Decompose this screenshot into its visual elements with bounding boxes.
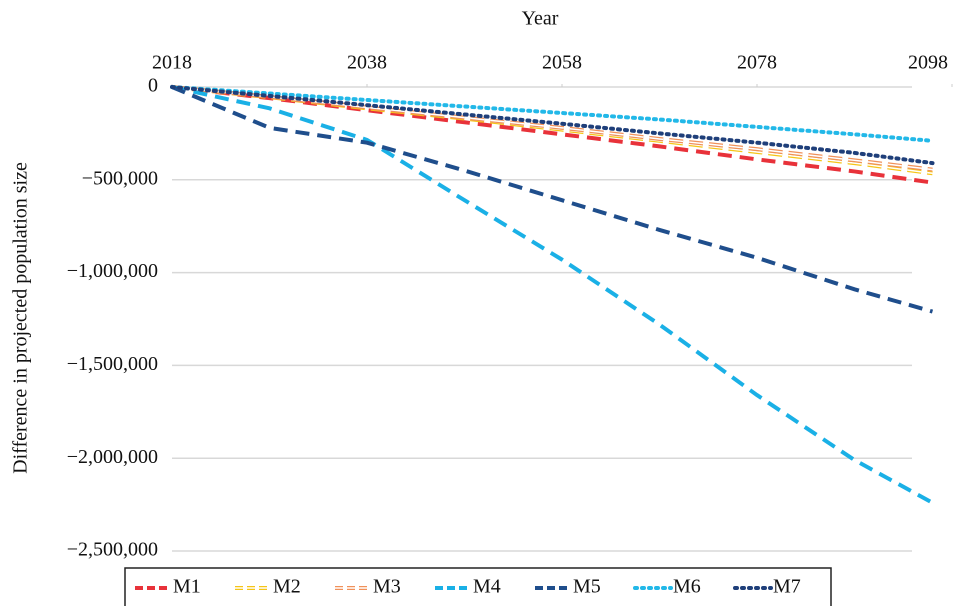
y-axis-title: Difference in projected population size <box>10 162 32 474</box>
legend-label: M3 <box>373 576 401 598</box>
x-tick-label: 2078 <box>737 52 777 74</box>
legend-label: M2 <box>273 576 301 598</box>
x-tick-label: 2038 <box>347 52 387 74</box>
y-tick-label: −1,000,000 <box>67 260 158 282</box>
y-tick-label: −2,000,000 <box>67 446 158 468</box>
series-line <box>170 85 935 166</box>
x-tick-label: 2018 <box>152 52 192 74</box>
legend-label: M5 <box>573 576 601 598</box>
x-tick-label: 2058 <box>542 52 582 74</box>
series-line <box>171 85 933 185</box>
y-tick-label: −500,000 <box>82 167 158 189</box>
series-line <box>171 85 934 314</box>
legend-label: M7 <box>773 576 801 598</box>
series-line <box>171 85 934 505</box>
legend-label: M6 <box>673 576 701 598</box>
series-line <box>170 85 935 143</box>
series-line-inner <box>171 86 933 171</box>
legend-label: M4 <box>473 576 501 598</box>
x-axis-title: Year <box>522 8 559 30</box>
x-tick-label: 2098 <box>908 52 948 74</box>
y-tick-label: −2,500,000 <box>67 539 158 561</box>
y-tick-label: 0 <box>148 75 158 97</box>
legend-box <box>124 567 832 606</box>
legend-label: M1 <box>173 576 201 598</box>
y-tick-label: −1,500,000 <box>67 353 158 375</box>
